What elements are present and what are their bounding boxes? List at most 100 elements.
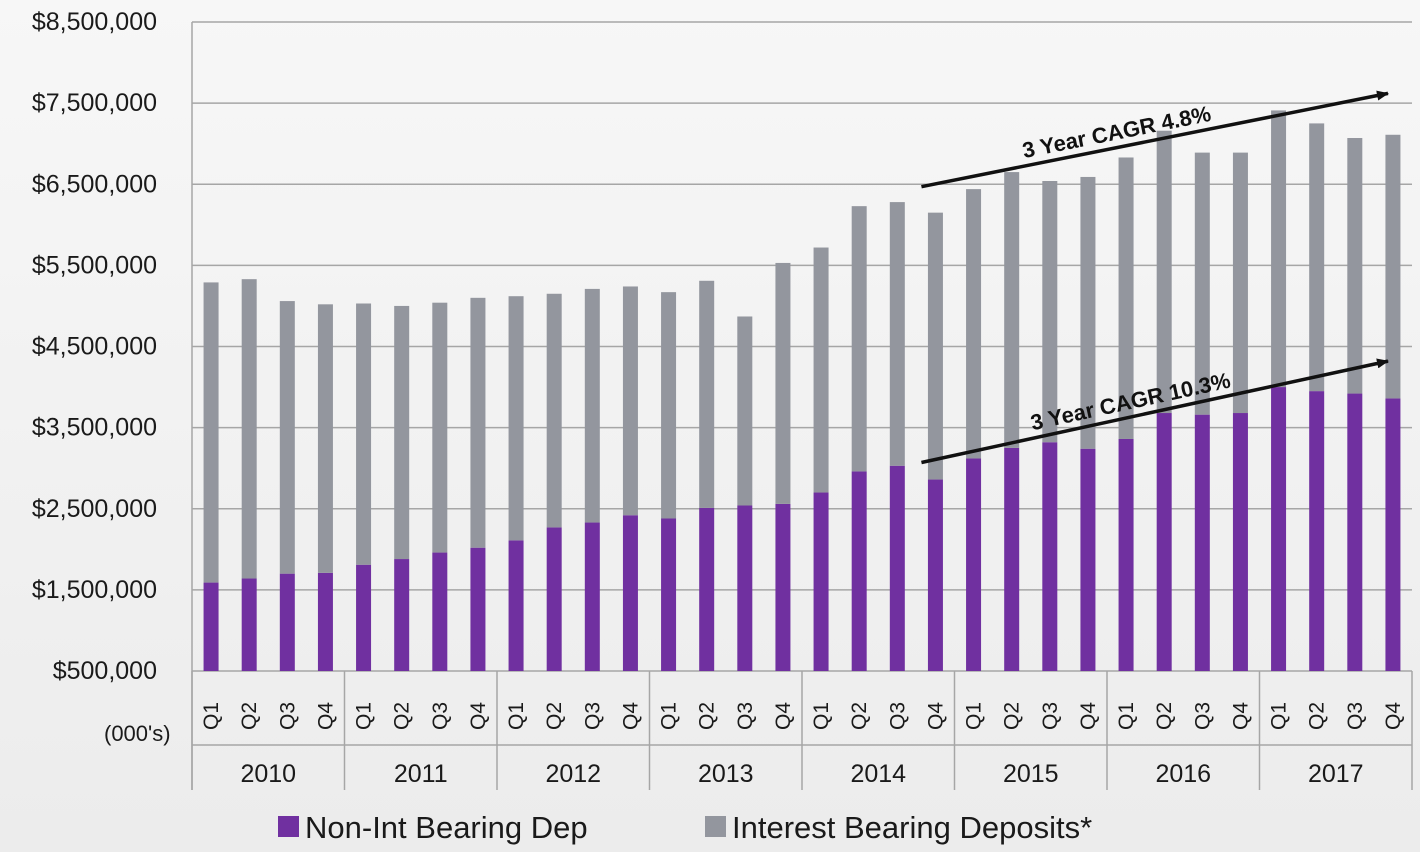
x-tick-label-quarter: Q3 (429, 702, 452, 730)
legend-swatch-non-int-bearing (278, 816, 299, 837)
bar-non-int-bearing (966, 458, 982, 671)
bar-interest-bearing (1232, 152, 1248, 414)
bar-non-int-bearing (203, 582, 219, 671)
bar-non-int-bearing (241, 578, 257, 671)
x-tick-label-quarter: Q2 (238, 702, 261, 730)
bar-interest-bearing (699, 280, 715, 508)
x-tick-label-quarter: Q2 (1306, 702, 1329, 730)
bar-interest-bearing (1309, 123, 1325, 392)
bar-non-int-bearing (432, 552, 448, 671)
bar-non-int-bearing (622, 515, 638, 671)
bar-interest-bearing (966, 189, 982, 459)
x-tick-label-quarter: Q1 (1115, 702, 1138, 730)
x-tick-label-year: 2016 (1155, 760, 1211, 788)
bar-non-int-bearing (1271, 387, 1287, 671)
y-tick-label: $4,500,000 (32, 333, 157, 361)
bar-non-int-bearing (1347, 393, 1363, 671)
x-tick-label-year: 2015 (1003, 760, 1059, 788)
bar-interest-bearing (889, 202, 905, 466)
x-tick-label-year: 2010 (240, 760, 296, 788)
x-tick-label-quarter: Q4 (924, 702, 947, 730)
bar-interest-bearing (356, 303, 372, 565)
legend-label-interest-bearing: Interest Bearing Deposits* (732, 810, 1092, 845)
x-tick-label-quarter: Q1 (1268, 702, 1291, 730)
bar-non-int-bearing (1194, 414, 1210, 671)
bar-interest-bearing (622, 286, 638, 516)
y-tick-label: $5,500,000 (32, 251, 157, 279)
bar-interest-bearing (1004, 172, 1020, 448)
bar-non-int-bearing (1385, 398, 1401, 671)
bar-interest-bearing (432, 302, 448, 553)
unit-label: (000's) (104, 721, 171, 746)
bar-interest-bearing (546, 293, 562, 528)
bars (203, 110, 1401, 671)
bar-non-int-bearing (394, 559, 410, 671)
x-tick-label-quarter: Q2 (848, 702, 871, 730)
bar-non-int-bearing (1232, 413, 1248, 671)
bar-non-int-bearing (279, 573, 295, 671)
cagr-arrow (921, 90, 1389, 189)
bar-interest-bearing (1156, 130, 1172, 414)
bar-non-int-bearing (584, 522, 600, 671)
bar-interest-bearing (1271, 110, 1287, 388)
gridlines (192, 21, 1412, 672)
x-tick-label-year: 2014 (850, 760, 906, 788)
legend: Non-Int Bearing Dep Interest Bearing Depo… (278, 810, 1092, 845)
bar-non-int-bearing (889, 465, 905, 671)
bar-non-int-bearing (851, 471, 867, 671)
bar-interest-bearing (470, 297, 486, 548)
x-tick-label-quarter: Q2 (543, 702, 566, 730)
x-tick-label-quarter: Q4 (314, 702, 337, 730)
y-tick-label: $6,500,000 (32, 170, 157, 198)
x-tick-label-quarter: Q1 (963, 702, 986, 730)
bar-non-int-bearing (470, 547, 486, 671)
bar-interest-bearing (203, 282, 219, 583)
x-tick-label-quarter: Q3 (581, 702, 604, 730)
bar-interest-bearing (927, 212, 943, 480)
x-tick-label-quarter: Q3 (1191, 702, 1214, 730)
x-tick-label-quarter: Q4 (467, 702, 490, 730)
bar-non-int-bearing (1004, 447, 1020, 671)
x-tick-label-quarter: Q2 (696, 702, 719, 730)
bar-non-int-bearing (927, 479, 943, 671)
y-tick-label: $2,500,000 (32, 495, 157, 523)
bar-non-int-bearing (1042, 442, 1058, 671)
y-tick-label: $7,500,000 (32, 89, 157, 117)
bar-interest-bearing (241, 279, 257, 579)
bar-non-int-bearing (661, 518, 677, 671)
bar-interest-bearing (279, 301, 295, 574)
bar-non-int-bearing (1080, 448, 1096, 671)
x-tick-label-quarter: Q4 (772, 702, 795, 730)
x-tick-label-quarter: Q2 (1153, 702, 1176, 730)
bar-interest-bearing (1080, 176, 1096, 449)
x-tick-label-quarter: Q1 (810, 702, 833, 730)
x-tick-label-quarter: Q1 (505, 702, 528, 730)
x-tick-label-quarter: Q3 (1039, 702, 1062, 730)
bar-non-int-bearing (356, 564, 372, 671)
bar-interest-bearing (1118, 157, 1134, 439)
legend-swatch-interest-bearing (705, 816, 726, 837)
x-tick-label-quarter: Q4 (1229, 702, 1252, 730)
x-tick-label-quarter: Q3 (734, 702, 757, 730)
bar-interest-bearing (813, 247, 829, 493)
bar-non-int-bearing (813, 492, 829, 671)
x-tick-label-quarter: Q2 (1001, 702, 1024, 730)
bar-interest-bearing (737, 316, 753, 506)
cagr-arrow (921, 358, 1389, 465)
x-tick-label-quarter: Q1 (200, 702, 223, 730)
bar-interest-bearing (661, 292, 677, 519)
bar-non-int-bearing (317, 572, 333, 671)
x-tick-label-year: 2012 (545, 760, 601, 788)
bar-interest-bearing (1194, 152, 1210, 415)
x-tick-label-quarter: Q4 (619, 702, 642, 730)
bar-non-int-bearing (1156, 413, 1172, 671)
x-tick-label-quarter: Q2 (391, 702, 414, 730)
bar-non-int-bearing (775, 503, 791, 671)
bar-interest-bearing (1385, 134, 1401, 399)
y-tick-label: $1,500,000 (32, 576, 157, 604)
bar-non-int-bearing (508, 540, 524, 671)
x-tick-label-quarter: Q3 (1344, 702, 1367, 730)
bar-interest-bearing (1347, 138, 1363, 394)
